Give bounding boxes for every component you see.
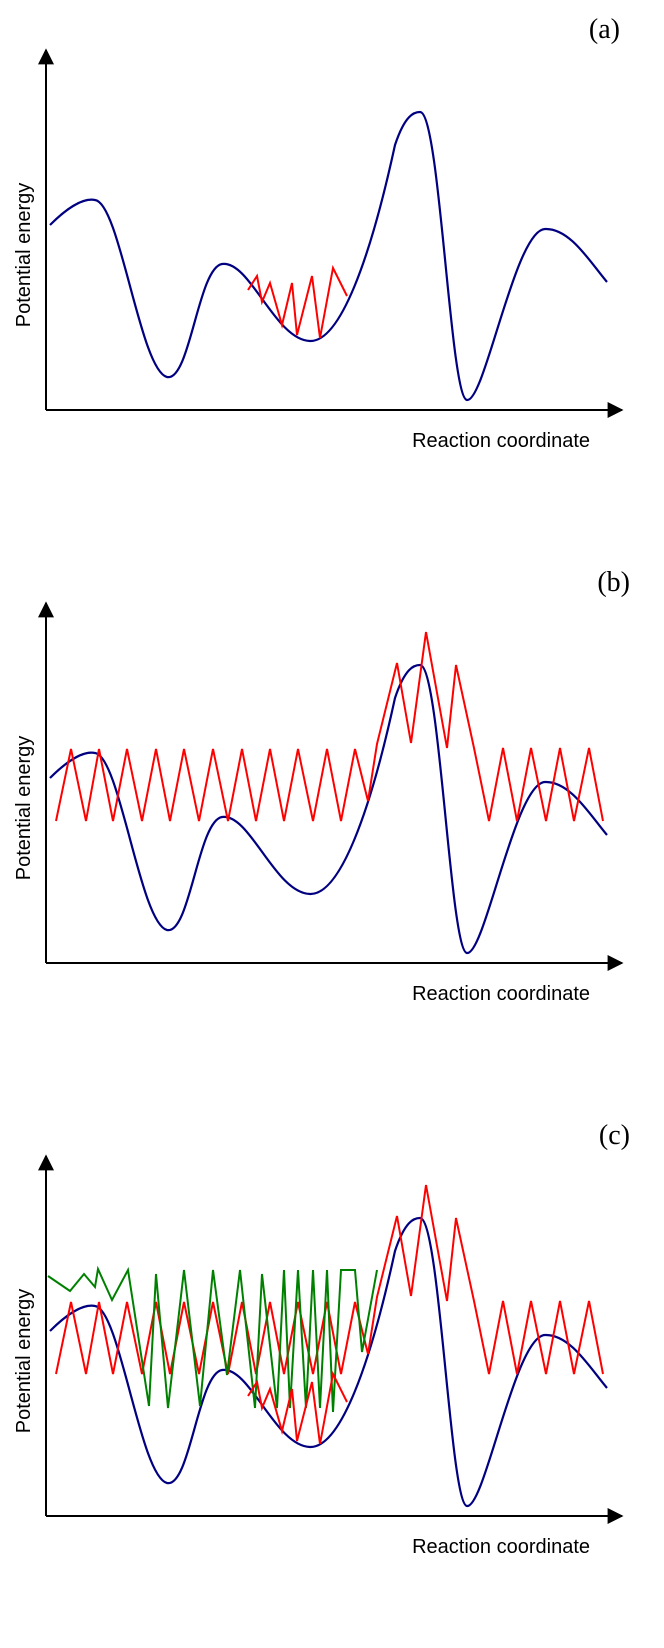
potential-energy-curve (49, 663, 608, 955)
panel-c: (c) Potential energy Reaction coordinate (13, 1120, 630, 1558)
y-axis-label: Potential energy (13, 736, 35, 881)
x-axis-label: Reaction coordinate (412, 430, 590, 452)
panel-b: (b) Potential energy Reaction coordinate (13, 567, 630, 1005)
y-axis-label: Potential energy (13, 1289, 35, 1434)
panel-tag: (a) (589, 14, 620, 45)
panel-tag: (c) (599, 1120, 630, 1151)
trajectory-red-high (55, 1184, 604, 1375)
trajectory-red (247, 264, 348, 339)
y-axis-label: Potential energy (13, 183, 35, 328)
trajectory-red (55, 631, 604, 822)
potential-energy-curve (49, 110, 608, 402)
panel-tag: (b) (597, 567, 630, 598)
trajectory-red-low (247, 1370, 348, 1445)
panel-a: (a) Potential energy Reaction coordinate (13, 14, 624, 452)
x-axis-label: Reaction coordinate (412, 1536, 590, 1558)
x-axis-label: Reaction coordinate (412, 983, 590, 1005)
potential-energy-curve (49, 1216, 608, 1508)
trajectory-green (47, 1265, 378, 1413)
